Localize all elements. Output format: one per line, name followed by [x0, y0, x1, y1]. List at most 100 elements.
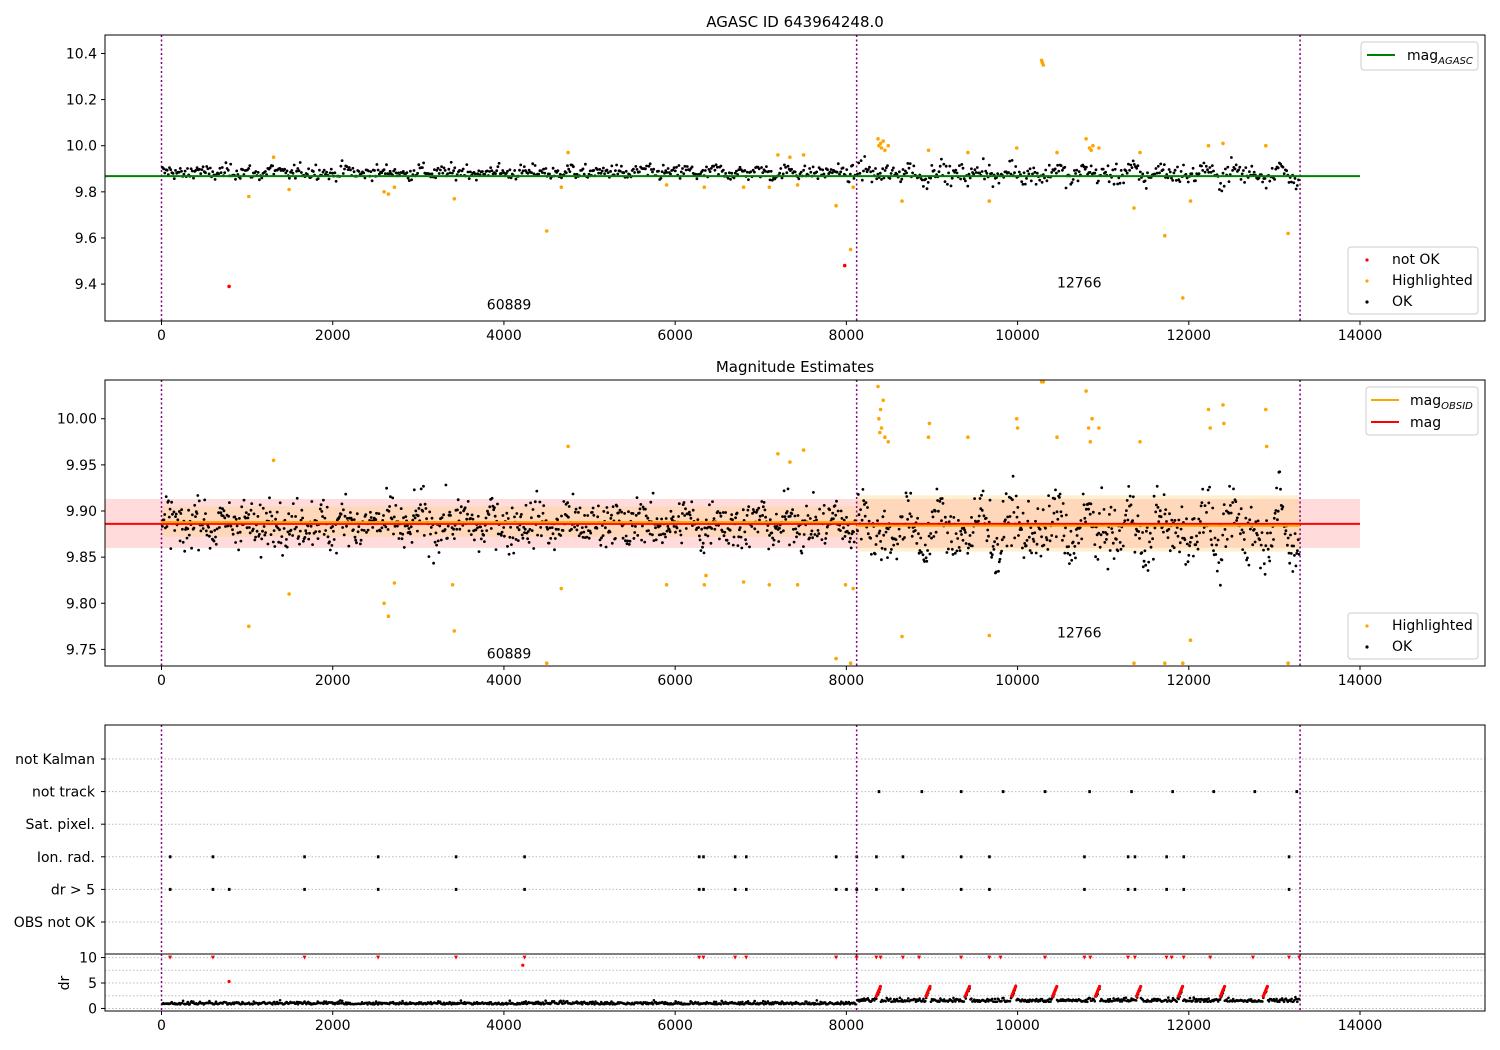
ok-point [495, 169, 499, 173]
highlighted-point [1088, 440, 1093, 444]
ok-point [1168, 512, 1171, 516]
ok-point [537, 172, 541, 176]
ok-point [502, 171, 506, 175]
dr-ok-point [1278, 1000, 1281, 1003]
ok-point [1267, 555, 1271, 559]
ok-point [748, 545, 751, 549]
ok-point [311, 543, 314, 546]
ok-point [459, 511, 462, 515]
ok-point [903, 536, 906, 539]
ok-point [1210, 164, 1214, 168]
highlighted-point [843, 583, 848, 587]
flag-marker [523, 887, 526, 891]
ok-point [288, 176, 291, 180]
ok-point [454, 178, 458, 182]
flag-marker [697, 855, 701, 859]
ok-point [234, 517, 238, 521]
ok-point [487, 513, 491, 516]
flag-marker [303, 887, 306, 891]
ok-point [1260, 531, 1264, 534]
ok-point [795, 531, 799, 535]
ok-point [824, 537, 828, 540]
ok-point [964, 542, 968, 545]
ok-point [873, 552, 877, 556]
ok-point [935, 487, 939, 491]
ok-point [234, 177, 237, 181]
flag-marker [303, 855, 306, 859]
highlighted-point [795, 583, 800, 587]
ok-point [1051, 520, 1054, 524]
ok-point [974, 171, 978, 174]
ok-point [1215, 569, 1219, 573]
ok-point [970, 516, 973, 519]
ok-point [677, 502, 681, 505]
ok-point [346, 168, 350, 172]
ok-point [611, 505, 615, 508]
ok-point [259, 555, 263, 559]
ok-point [584, 162, 587, 166]
ok-point [412, 169, 416, 172]
ok-point [802, 545, 805, 548]
ok-point [190, 169, 194, 173]
ok-point [727, 171, 731, 175]
ok-point [272, 172, 276, 176]
ok-point [187, 508, 191, 512]
ok-point [506, 169, 509, 173]
ok-point [888, 177, 892, 180]
ok-point [439, 168, 442, 172]
ok-point [884, 166, 888, 170]
flag-marker [1133, 855, 1137, 859]
highlighted-point [566, 444, 570, 449]
dr-capped-marker [1132, 955, 1137, 960]
ok-point [999, 551, 1003, 555]
ok-point [1022, 556, 1026, 559]
dr-ok-point [897, 999, 901, 1003]
ok-point [375, 529, 379, 533]
ok-point [467, 529, 471, 533]
ok-point [551, 532, 555, 536]
ok-point [388, 169, 392, 173]
ok-point [997, 181, 1001, 185]
ok-point [929, 176, 932, 180]
ok-point [1155, 503, 1158, 507]
ok-point [681, 512, 684, 515]
ok-point [1199, 504, 1203, 508]
ok-point [606, 171, 610, 175]
ok-point [1295, 184, 1299, 187]
ok-point [286, 530, 290, 534]
ok-point [1293, 177, 1297, 180]
flag-marker [1171, 790, 1174, 794]
ok-point [520, 533, 524, 537]
ok-point [220, 166, 224, 169]
ok-point [875, 177, 879, 181]
ok-point [567, 167, 571, 171]
highlighted-point [287, 187, 291, 192]
ok-point [1200, 501, 1204, 504]
ok-point [986, 528, 990, 532]
ok-point [505, 511, 509, 515]
ok-point [1084, 507, 1088, 511]
x-tick-label: 2000 [315, 328, 351, 344]
ok-point [180, 508, 184, 512]
ok-point [952, 516, 956, 519]
ok-point [1158, 171, 1161, 175]
ok-point [784, 166, 787, 169]
ok-point [1246, 556, 1249, 560]
ok-point [1113, 508, 1117, 512]
dr-not-ok-point [227, 979, 231, 984]
ok-point [1175, 526, 1179, 529]
ok-point [309, 524, 313, 528]
highlighted-point [1138, 440, 1142, 444]
ok-point [429, 532, 432, 536]
ok-point [957, 546, 961, 549]
ok-point [1243, 551, 1247, 555]
ok-point [972, 172, 976, 176]
flag-marker [733, 855, 737, 859]
highlighted-point [452, 197, 457, 201]
ok-point [497, 161, 501, 165]
ok-point [194, 168, 198, 172]
ok-point [828, 170, 832, 174]
ok-point [1222, 503, 1226, 506]
ok-point [768, 178, 772, 182]
